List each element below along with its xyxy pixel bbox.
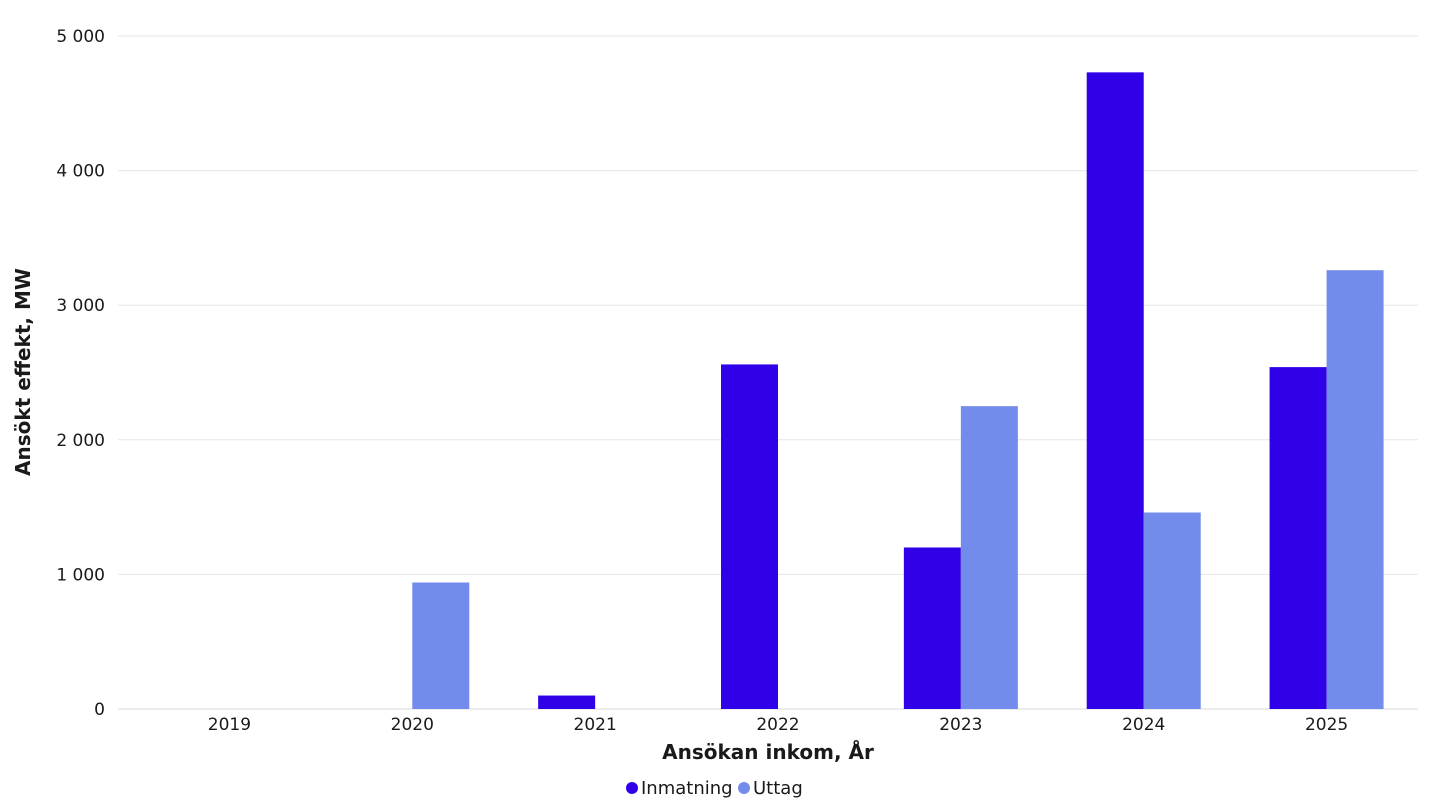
y-tick-label: 0: [94, 700, 105, 720]
x-tick-label: 2019: [208, 715, 251, 735]
bar-inmatning-2023: [903, 547, 961, 709]
y-tick-label: 2 000: [56, 431, 105, 451]
x-axis-ticks: 2019 2020 2021 2022 2023 2024 2025: [208, 715, 1348, 735]
x-tick-label: 2024: [1122, 715, 1165, 735]
bar-uttag-2020: [412, 582, 470, 709]
x-axis-title: Ansökan inkom, År: [662, 740, 874, 764]
y-axis-title: Ansökt effekt, MW: [11, 268, 35, 476]
legend-marker-uttag: [738, 782, 750, 794]
y-tick-label: 4 000: [56, 162, 105, 182]
x-tick-label: 2025: [1305, 715, 1348, 735]
y-tick-label: 5 000: [56, 27, 105, 47]
x-tick-label: 2022: [756, 715, 799, 735]
bar-uttag-2025: [1326, 270, 1384, 709]
y-axis-ticks: 0 1 000 2 000 3 000 4 000 5 000: [56, 27, 105, 720]
y-tick-label: 1 000: [56, 565, 105, 585]
legend-marker-inmatning: [626, 782, 638, 794]
y-tick-label: 3 000: [56, 296, 105, 316]
legend-label-inmatning: Inmatning: [641, 778, 733, 799]
bar-inmatning-2024: [1086, 72, 1144, 710]
bar-inmatning-2022: [721, 364, 778, 709]
legend-label-uttag: Uttag: [753, 778, 803, 799]
bar-uttag-2024: [1143, 512, 1201, 709]
bar-inmatning-2021: [538, 695, 596, 709]
bars: [412, 72, 1384, 710]
x-tick-label: 2023: [939, 715, 982, 735]
legend: Inmatning Uttag: [626, 778, 803, 799]
x-tick-label: 2020: [391, 715, 434, 735]
bar-uttag-2023: [960, 406, 1018, 709]
x-tick-label: 2021: [574, 715, 617, 735]
bar-inmatning-2025: [1269, 367, 1327, 709]
